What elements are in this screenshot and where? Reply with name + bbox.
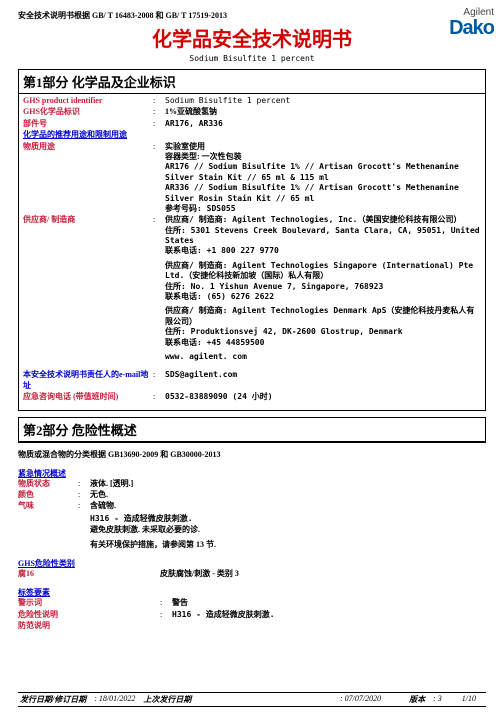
footer-ver-label: 版本 bbox=[409, 694, 425, 705]
section-2-header: 第2部分 危险性概述 bbox=[19, 418, 485, 442]
h316-line: H316 - 造成轻微皮肤刺激. bbox=[90, 513, 486, 524]
supplier-label: 供应商/ 制造商 bbox=[23, 215, 153, 257]
cn-id-value: 1%亚硫酸氢钠 bbox=[165, 107, 481, 117]
supplier3-l3: 联系电话: +45 44859500 bbox=[165, 338, 481, 348]
footer-issue-value: : 18/01/2022 bbox=[94, 694, 135, 705]
classification-line: 物质或混合物的分类根据 GB13690-2009 和 GB30000-2013 bbox=[18, 449, 486, 460]
skin-code: 腐16 bbox=[18, 569, 78, 579]
ghs-identifier-label: GHS product identifier bbox=[23, 96, 153, 106]
precaution-label: 防范说明 bbox=[18, 621, 98, 631]
use-line4: AR336 // Sodium Bisulfite 1% // Artisan … bbox=[165, 183, 481, 204]
use-line1: 实验室使用 bbox=[165, 142, 481, 152]
brand-dako: Dako bbox=[449, 18, 494, 38]
supplier3-l2: 住所: Produktionsvej 42, DK-2600 Glostrup,… bbox=[165, 327, 481, 337]
ghs-classification-header: GHS危险性类别 bbox=[18, 558, 486, 569]
footer-page: 1/10 bbox=[462, 694, 476, 705]
subtitle-product: Sodium Bisulfite 1 percent bbox=[18, 54, 486, 63]
footer-issue-label: 发行日期/修订日期 bbox=[20, 694, 86, 705]
recommended-use-header: 化学品的推荐用途和限制用途 bbox=[23, 130, 127, 140]
ghs-identifier-value: Sodium Bisulfite 1 percent bbox=[165, 96, 481, 106]
supplier2-l3: 联系电话: (65) 6276 2622 bbox=[165, 292, 481, 302]
skin-text: 皮肤腐蚀/刺激 - 类别 3 bbox=[160, 569, 486, 579]
section-1: 第1部分 化学品及企业标识 GHS product identifier : S… bbox=[18, 69, 486, 411]
hazard-label: 危险性说明 bbox=[18, 610, 98, 620]
supplier1-l3: 联系电话: +1 800 227 9770 bbox=[165, 246, 481, 256]
supplier2-l2: 住所: No. 1 Yishun Avenue 7, Singapore, 76… bbox=[165, 282, 481, 292]
part-number-value: AR176, AR336 bbox=[165, 119, 481, 129]
supplier1-l1: 供应商/ 制造商: Agilent Technologies, Inc.（美国安… bbox=[165, 215, 481, 225]
section-2: 第2部分 危险性概述 bbox=[18, 417, 486, 443]
website: www. agilent. com bbox=[165, 352, 481, 362]
emergency-overview-header: 紧急情况概述 bbox=[18, 468, 486, 479]
odor-value: 含硫物. bbox=[90, 501, 486, 511]
see-section-13: 有关环境保护措施，请参阅第 13 节. bbox=[90, 539, 486, 550]
footer-bar: 发行日期/修订日期 : 18/01/2022 上次发行日期 : 07/07/20… bbox=[18, 692, 486, 707]
label-elements-header: 标签要素 bbox=[18, 587, 486, 598]
use-line5: 参考号码: SDS055 bbox=[165, 204, 481, 214]
warn-line: 避免皮肤刺激. 未采取必要的诊. bbox=[90, 524, 486, 535]
state-value: 液体. [透明.] bbox=[90, 479, 486, 489]
cn-id-label: GHS化学品标识 bbox=[23, 107, 153, 117]
brand-block: Agilent Dako bbox=[449, 8, 494, 38]
use-line3: AR176 // Sodium Bisulfite 1% // Artisan … bbox=[165, 162, 481, 183]
section-1-header: 第1部分 化学品及企业标识 bbox=[19, 70, 485, 94]
state-label: 物质状态 bbox=[18, 479, 78, 489]
footer-prev-value: : 07/07/2020 bbox=[340, 694, 381, 705]
footer-ver-value: : 3 bbox=[433, 694, 442, 705]
part-number-label: 部件号 bbox=[23, 119, 153, 129]
emergency-phone-value: 0532-83889090 (24 小时) bbox=[165, 392, 481, 402]
footer-prev-label: 上次发行日期 bbox=[143, 694, 191, 705]
signal-label: 警示词 bbox=[18, 598, 98, 608]
email-value: SDS@agilent.com bbox=[165, 370, 481, 391]
supplier1-l2: 住所: 5301 Stevens Creek Boulevard, Santa … bbox=[165, 226, 481, 247]
use-label: 物质用途 bbox=[23, 142, 153, 215]
color-label: 颜色 bbox=[18, 490, 78, 500]
main-title: 化学品安全技术说明书 bbox=[18, 23, 486, 52]
standards-line: 安全技术说明书根据 GB/ T 16483-2008 和 GB/ T 17519… bbox=[18, 10, 486, 21]
color-value: 无色. bbox=[90, 490, 486, 500]
use-line2: 容器类型: 一次性包装 bbox=[165, 152, 481, 162]
odor-label: 气味 bbox=[18, 501, 78, 511]
supplier2-l1: 供应商/ 制造商: Agilent Technologies Singapore… bbox=[165, 261, 481, 282]
supplier3-l1: 供应商/ 制造商: Agilent Technologies Denmark A… bbox=[165, 306, 481, 327]
emergency-phone-label: 应急咨询电话 (带值班时间) bbox=[23, 392, 153, 402]
signal-value: 警告 bbox=[172, 598, 486, 608]
hazard-value: H316 - 造成轻微皮肤刺激. bbox=[172, 610, 486, 620]
email-label: 本安全技术说明书责任人的e-mail地址 bbox=[23, 370, 153, 391]
